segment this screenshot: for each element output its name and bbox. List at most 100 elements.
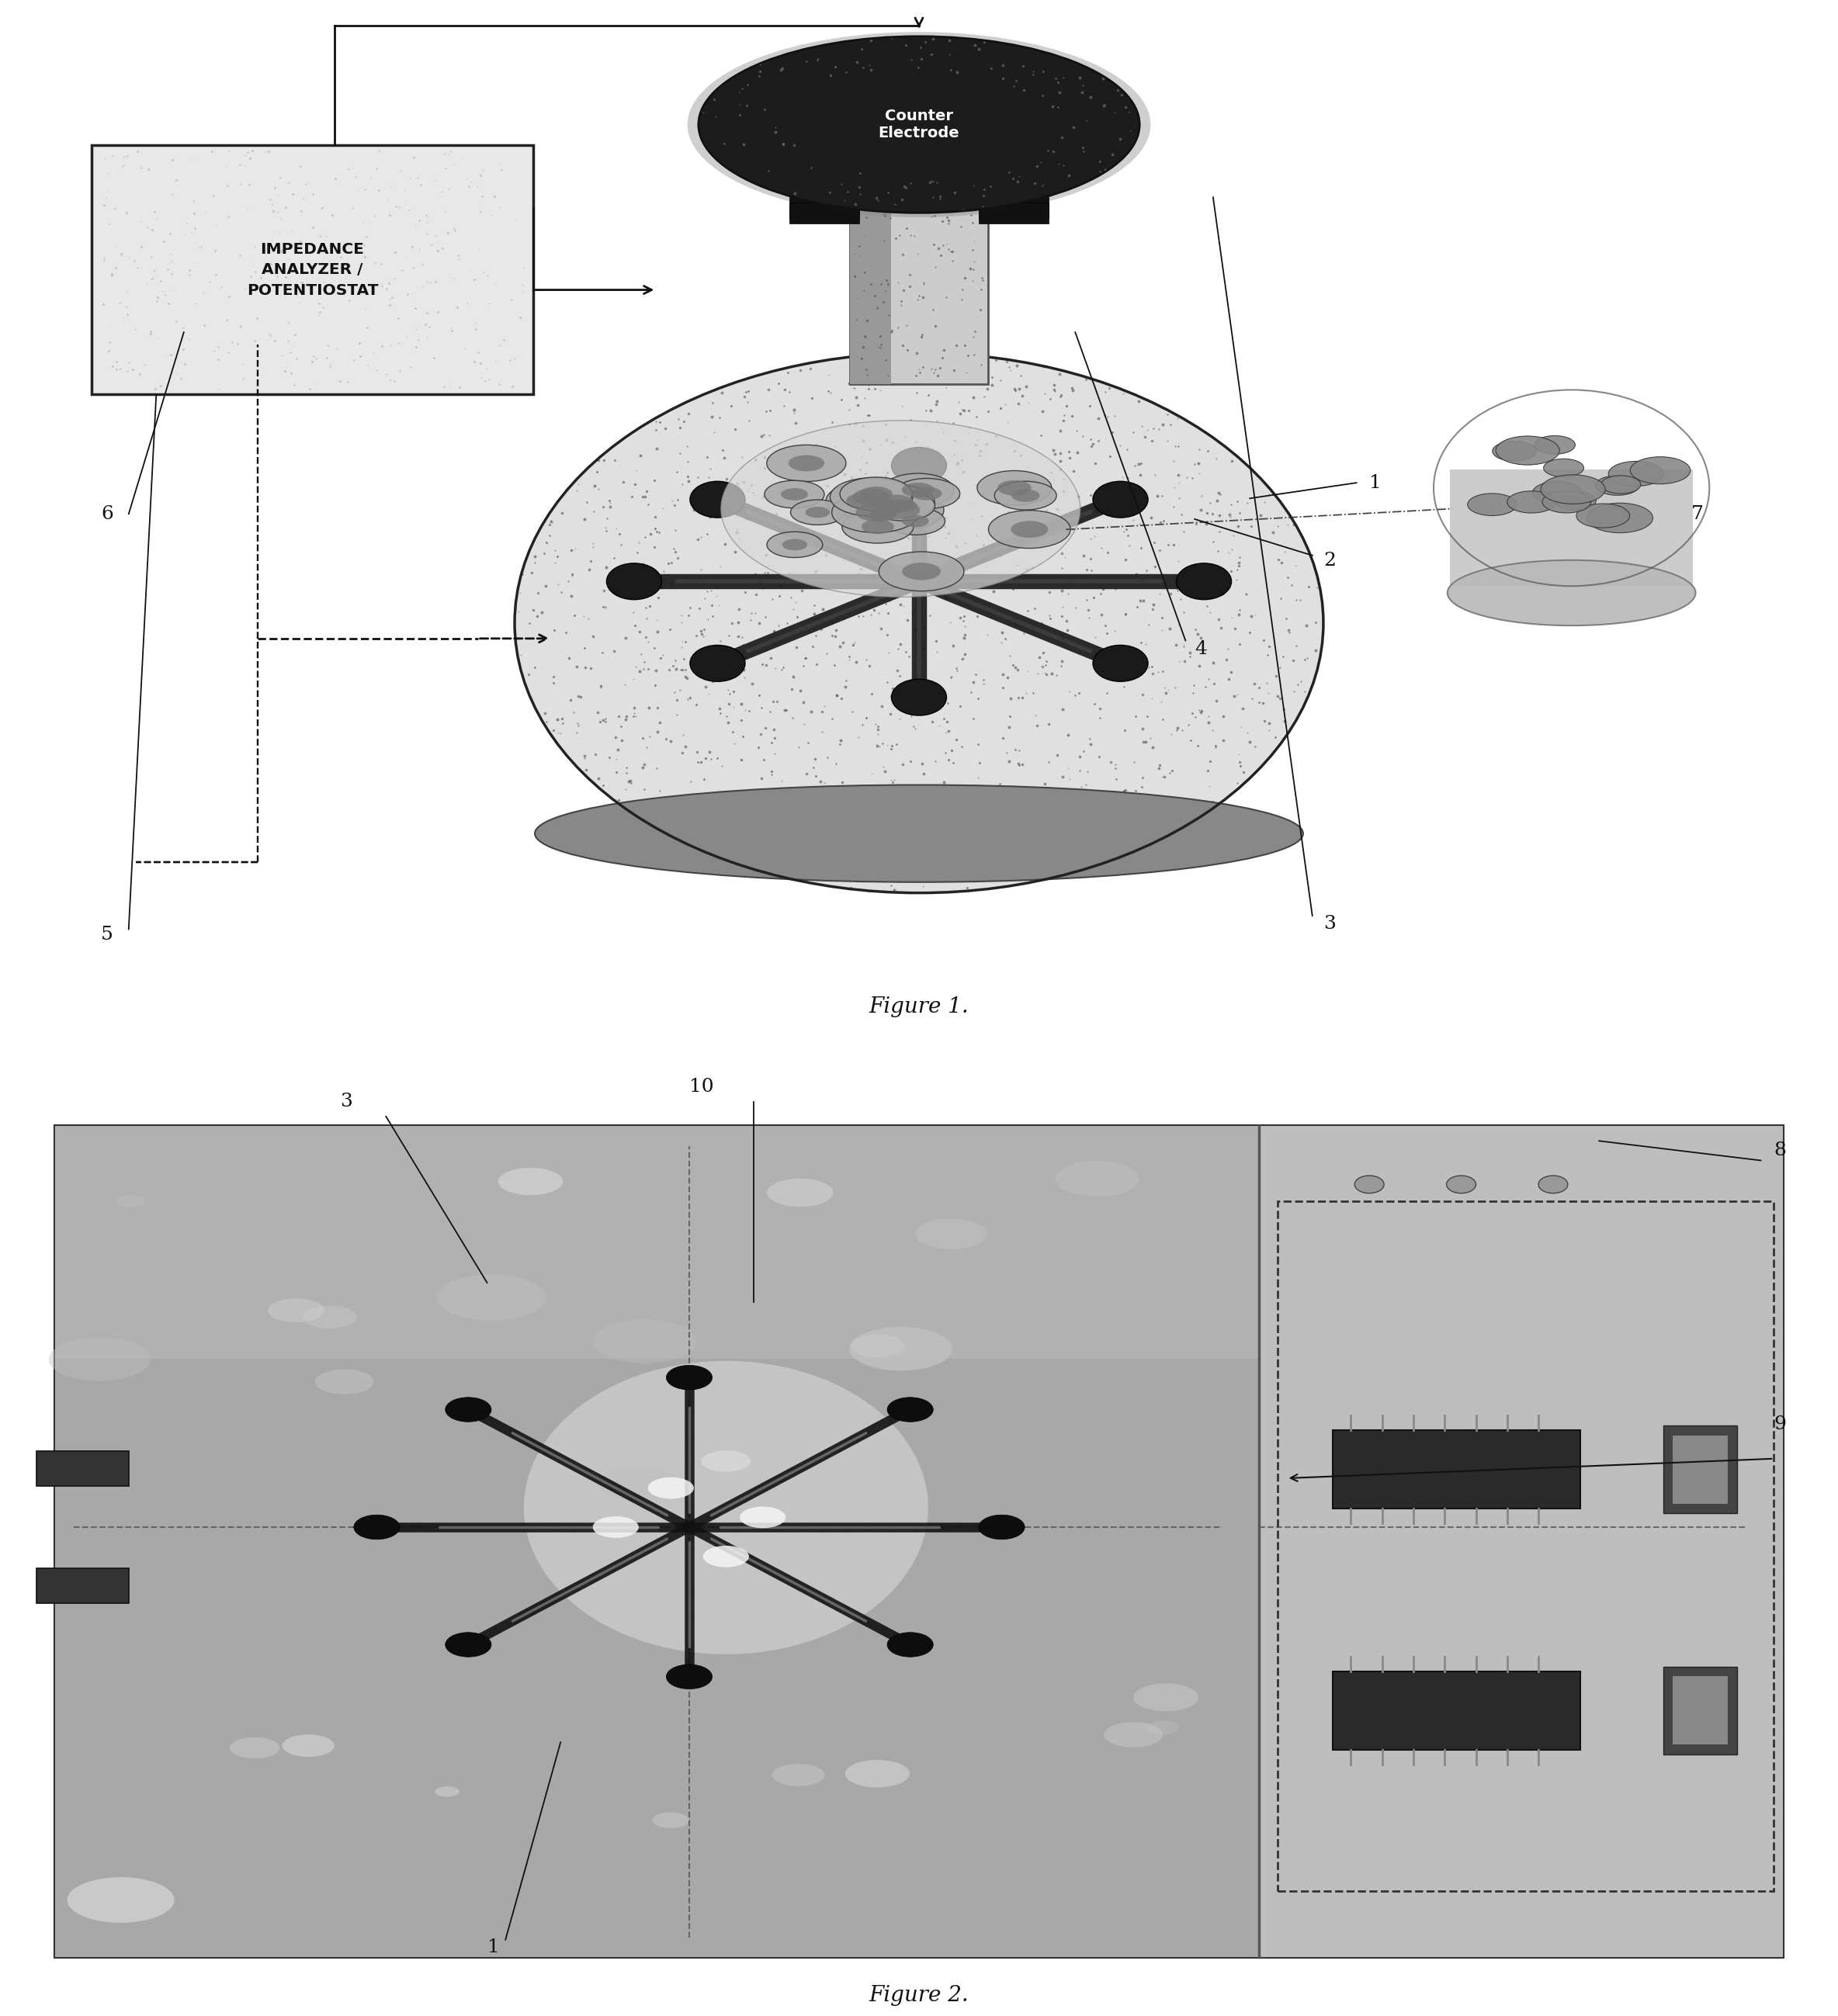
Ellipse shape [849,490,921,522]
Ellipse shape [1094,482,1149,518]
Text: 3: 3 [1323,915,1336,933]
Bar [1673,1675,1728,1744]
Ellipse shape [902,482,934,498]
Ellipse shape [498,1167,562,1195]
Ellipse shape [268,1298,323,1322]
Ellipse shape [535,784,1303,883]
Ellipse shape [849,1327,952,1371]
Ellipse shape [1544,460,1584,478]
Ellipse shape [869,498,901,512]
Bar [790,202,860,224]
Ellipse shape [1538,1175,1568,1193]
Ellipse shape [840,478,912,510]
Ellipse shape [1134,1683,1198,1712]
Ellipse shape [789,456,825,472]
Ellipse shape [869,510,895,522]
Ellipse shape [871,492,936,520]
Ellipse shape [698,36,1140,214]
Ellipse shape [116,1195,145,1208]
Bar [55,1127,1259,1958]
Ellipse shape [857,504,895,522]
Bar [1673,1435,1728,1504]
Ellipse shape [314,1369,373,1395]
Text: 1: 1 [487,1939,500,1956]
Bar [1333,1671,1581,1750]
Ellipse shape [597,1466,678,1502]
Ellipse shape [862,520,893,534]
Ellipse shape [652,1812,689,1829]
Ellipse shape [998,480,1031,496]
Ellipse shape [888,500,917,512]
Ellipse shape [989,510,1070,548]
Ellipse shape [283,1734,335,1756]
Ellipse shape [912,486,941,500]
Ellipse shape [825,484,901,518]
Ellipse shape [665,1365,713,1389]
Ellipse shape [1496,435,1559,466]
Text: 10: 10 [689,1079,713,1097]
Ellipse shape [1448,560,1696,625]
Ellipse shape [594,1320,697,1363]
Ellipse shape [1533,482,1583,504]
Ellipse shape [50,1339,151,1381]
Ellipse shape [303,1306,357,1329]
Text: 6: 6 [101,506,114,522]
Ellipse shape [1507,492,1555,512]
Ellipse shape [980,1514,1026,1540]
Ellipse shape [783,538,807,550]
Ellipse shape [853,502,912,528]
Ellipse shape [891,448,947,484]
Ellipse shape [1535,435,1575,454]
Ellipse shape [880,502,919,518]
Bar [1333,1429,1581,1508]
Bar [849,208,989,385]
Ellipse shape [594,1516,640,1538]
Ellipse shape [978,470,1051,506]
Ellipse shape [879,552,963,591]
Text: IMPEDANCE
ANALYZER /
POTENTIOSTAT: IMPEDANCE ANALYZER / POTENTIOSTAT [246,242,379,298]
Ellipse shape [857,490,943,530]
Text: Counter
Electrode: Counter Electrode [879,109,959,141]
Ellipse shape [781,488,809,500]
Ellipse shape [879,494,913,510]
Bar [790,198,860,218]
Text: Figure 1.: Figure 1. [869,996,969,1018]
Ellipse shape [1542,492,1592,512]
Ellipse shape [1540,474,1605,504]
Bar [980,202,1049,224]
Bar [55,1127,1783,1958]
Ellipse shape [665,1665,711,1689]
Ellipse shape [1105,1722,1163,1748]
Ellipse shape [790,500,845,524]
Ellipse shape [893,478,959,508]
Ellipse shape [857,484,936,520]
Ellipse shape [739,1506,787,1528]
Ellipse shape [845,1760,910,1788]
Ellipse shape [1055,1161,1140,1198]
Ellipse shape [766,1179,833,1208]
Bar [1663,1425,1737,1514]
Ellipse shape [445,1633,491,1657]
Ellipse shape [869,508,895,520]
Text: 4: 4 [1195,641,1208,657]
Ellipse shape [766,446,845,482]
Ellipse shape [1145,1720,1178,1734]
Ellipse shape [1608,462,1663,486]
Ellipse shape [68,1877,175,1923]
Ellipse shape [230,1738,279,1758]
Text: 7: 7 [1691,506,1704,522]
Ellipse shape [882,474,954,506]
Ellipse shape [765,480,823,508]
Ellipse shape [860,486,893,502]
Ellipse shape [766,532,823,558]
Bar [37,1568,129,1603]
Text: Figure 2.: Figure 2. [869,1986,969,2006]
Ellipse shape [1601,476,1641,494]
Text: 8: 8 [1774,1141,1787,1159]
Bar [849,208,891,385]
Ellipse shape [831,478,913,516]
Ellipse shape [888,1397,934,1421]
Ellipse shape [994,482,1057,510]
Text: 5: 5 [101,925,114,943]
Ellipse shape [1630,458,1691,484]
